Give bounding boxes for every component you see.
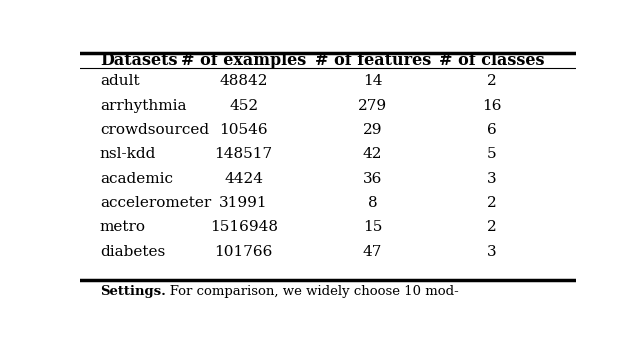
Text: academic: academic bbox=[100, 172, 173, 186]
Text: 48842: 48842 bbox=[220, 74, 268, 88]
Text: 279: 279 bbox=[358, 99, 387, 113]
Text: 4424: 4424 bbox=[224, 172, 263, 186]
Text: 452: 452 bbox=[229, 99, 259, 113]
Text: Settings.: Settings. bbox=[100, 285, 166, 298]
Text: 15: 15 bbox=[363, 220, 382, 235]
Text: 8: 8 bbox=[368, 196, 378, 210]
Text: 6: 6 bbox=[487, 123, 497, 137]
Text: metro: metro bbox=[100, 220, 146, 235]
Text: 1516948: 1516948 bbox=[210, 220, 278, 235]
Text: arrhythmia: arrhythmia bbox=[100, 99, 186, 113]
Text: adult: adult bbox=[100, 74, 140, 88]
Text: 2: 2 bbox=[487, 74, 497, 88]
Text: 3: 3 bbox=[487, 172, 497, 186]
Text: 5: 5 bbox=[487, 148, 497, 162]
Text: 29: 29 bbox=[363, 123, 382, 137]
Text: # of features: # of features bbox=[314, 52, 431, 69]
Text: 2: 2 bbox=[487, 220, 497, 235]
Text: crowdsourced: crowdsourced bbox=[100, 123, 209, 137]
Text: 47: 47 bbox=[363, 245, 382, 259]
Text: Datasets: Datasets bbox=[100, 52, 177, 69]
Text: diabetes: diabetes bbox=[100, 245, 165, 259]
Text: 148517: 148517 bbox=[214, 148, 273, 162]
Text: 10546: 10546 bbox=[220, 123, 268, 137]
Text: nsl-kdd: nsl-kdd bbox=[100, 148, 156, 162]
Text: # of examples: # of examples bbox=[181, 52, 307, 69]
Text: 42: 42 bbox=[363, 148, 382, 162]
Text: # of classes: # of classes bbox=[439, 52, 545, 69]
Text: accelerometer: accelerometer bbox=[100, 196, 211, 210]
Text: 101766: 101766 bbox=[214, 245, 273, 259]
Text: For comparison, we widely choose 10 mod-: For comparison, we widely choose 10 mod- bbox=[157, 285, 459, 298]
Text: 2: 2 bbox=[487, 196, 497, 210]
Text: 16: 16 bbox=[482, 99, 501, 113]
Text: 31991: 31991 bbox=[220, 196, 268, 210]
Text: 3: 3 bbox=[487, 245, 497, 259]
Text: 14: 14 bbox=[363, 74, 382, 88]
Text: 36: 36 bbox=[363, 172, 382, 186]
